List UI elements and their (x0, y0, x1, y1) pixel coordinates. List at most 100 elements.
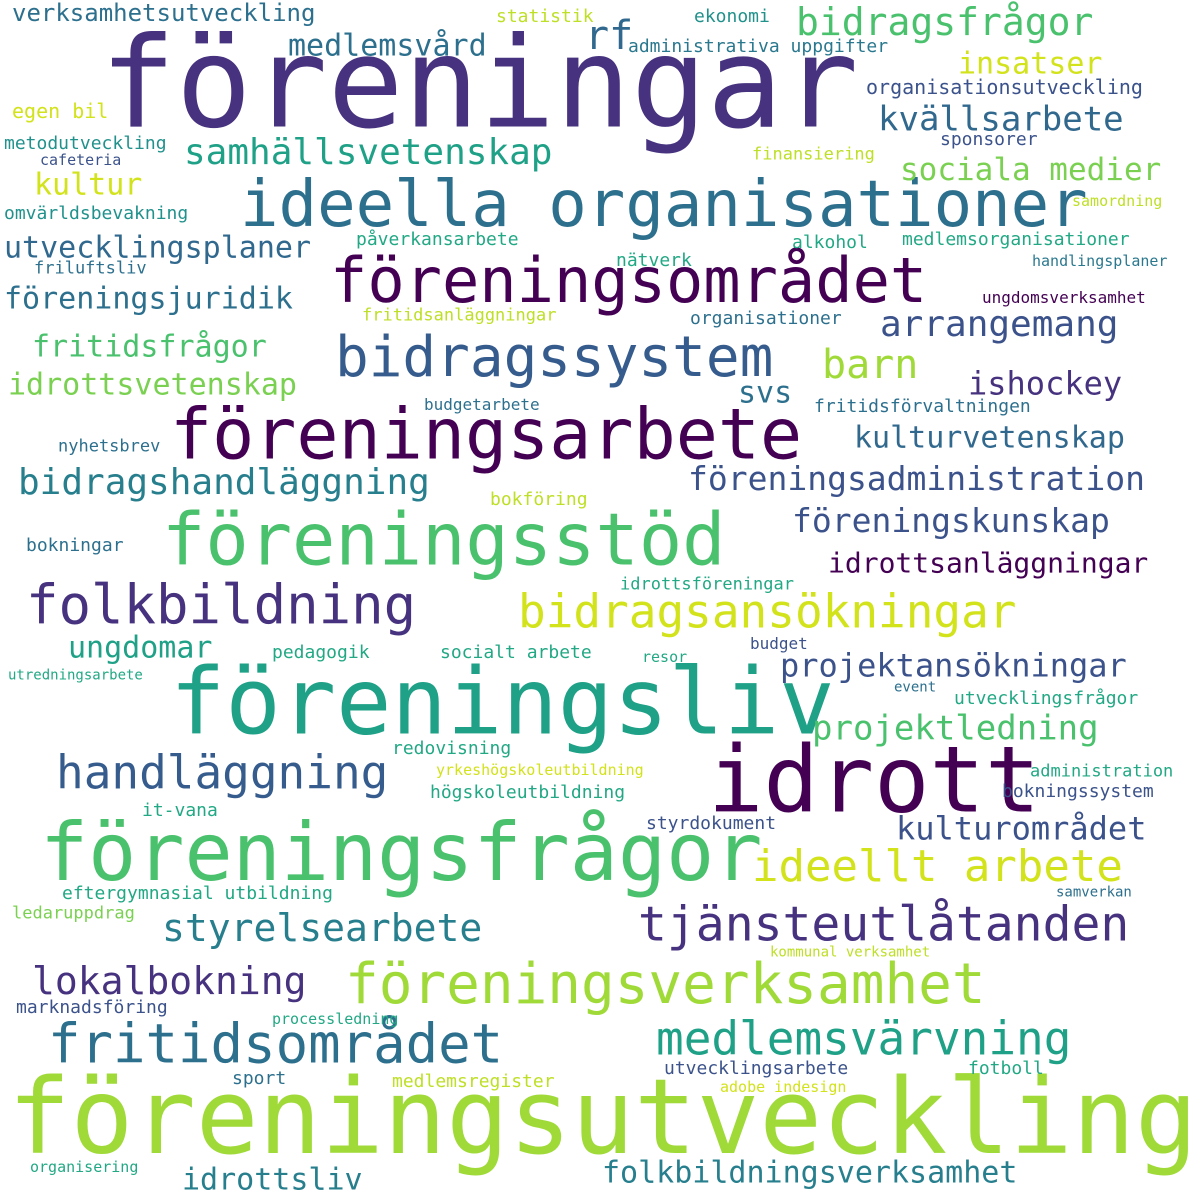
word: fotboll (968, 1058, 1044, 1080)
word: idrottsföreningar (620, 574, 794, 595)
word: utvecklingsarbete (664, 1058, 849, 1080)
word: idrottsanläggningar (828, 546, 1149, 580)
word: utredningsarbete (8, 667, 143, 684)
word: nyhetsbrev (58, 436, 161, 457)
word: nätverk (616, 250, 692, 272)
word: organisering (30, 1157, 139, 1176)
word: samverkan (1056, 884, 1132, 901)
word: samhällsvetenskap (184, 132, 553, 174)
word: barn (822, 342, 919, 388)
word: kvällsarbete (878, 99, 1124, 140)
word: statistik (496, 6, 594, 28)
word: yrkeshögskoleutbildning (436, 760, 644, 779)
word: projektledning (812, 708, 1099, 749)
word: medlemsregister (392, 1071, 555, 1093)
word: ishockey (968, 364, 1123, 403)
word: folkbildning (26, 573, 417, 637)
word: fritidsfrågor (32, 329, 267, 365)
word: it-vana (142, 800, 218, 822)
word: fritidsförvaltningen (814, 396, 1031, 418)
word: styrelsearbete (162, 906, 483, 951)
word: bidragsfrågor (796, 0, 1094, 45)
word: föreningsområdet (330, 243, 928, 317)
word: adobe indesign (720, 1077, 847, 1096)
word: budget (750, 634, 808, 654)
word: kultur (34, 167, 143, 203)
word: event (894, 679, 937, 696)
word: föreningsfrågor (40, 806, 763, 899)
word: styrdokument (646, 813, 777, 835)
word: bidragshandläggning (18, 462, 430, 504)
word: ekonomi (694, 6, 770, 28)
word: handlingsplaner (1032, 251, 1168, 270)
word: kulturvetenskap (854, 420, 1125, 456)
word: egen bil (12, 99, 109, 123)
word: alkohol (792, 232, 868, 254)
word: handläggning (56, 745, 389, 800)
word: utvecklingsfrågor (954, 688, 1139, 710)
word: sponsorer (940, 129, 1038, 151)
word: kommunal verksamhet (770, 944, 931, 961)
word: bokföring (490, 489, 588, 511)
word: tjänsteutlåtanden (638, 896, 1130, 953)
word: lokalbokning (32, 959, 307, 1004)
word: ungdomar (68, 630, 213, 666)
word: utvecklingsplaner (4, 230, 312, 266)
word: folkbildningsverksamhet (602, 1155, 1018, 1191)
word: omvärldsbevakning (4, 203, 189, 225)
word: högskoleutbildning (430, 782, 626, 804)
word: föreningar (100, 9, 859, 157)
word: föreningsarbete (170, 393, 803, 476)
word: ledaruppdrag (12, 903, 135, 924)
word: påverkansarbete (356, 229, 519, 251)
word: föreningsadministration (688, 458, 1145, 498)
word: sociala medier (900, 151, 1162, 188)
word: föreningsverksamhet (345, 952, 986, 1018)
word: eftergymnasial utbildning (62, 883, 333, 905)
word: ideellt arbete (752, 840, 1123, 892)
word: ideella organisationer (240, 167, 1088, 242)
word: bokningssystem (1002, 781, 1154, 803)
word: bidragssystem (335, 325, 774, 391)
word: idrottsliv (182, 1162, 363, 1198)
word: bokningar (26, 535, 124, 557)
word: föreningsstöd (162, 497, 726, 582)
word: redovisning (392, 738, 512, 760)
word: ungdomsverksamhet (982, 288, 1146, 308)
word: sport (232, 1068, 287, 1090)
word: fritidsanläggningar (362, 305, 557, 326)
word: cafeteria (40, 150, 122, 169)
word: svs (738, 375, 793, 411)
word: medlemsorganisationer (902, 229, 1130, 251)
word: samordning (1072, 191, 1163, 210)
word: metodutveckling (4, 133, 167, 155)
word: föreningskunskap (792, 500, 1110, 540)
word: budgetarbete (424, 395, 540, 415)
word: arrangemang (880, 304, 1119, 346)
word: fritidsområdet (48, 1012, 504, 1076)
word: bidragsansökningar (518, 584, 1017, 639)
word: resor (642, 647, 688, 666)
word: finansiering (752, 144, 875, 165)
word: medlemsvärvning (656, 1011, 1072, 1066)
word: idrottsvetenskap (8, 367, 297, 403)
word: socialt arbete (440, 642, 592, 664)
word: föreningsliv (170, 648, 835, 756)
word: organisationer (690, 308, 842, 330)
word: medlemsvård (288, 28, 487, 64)
word: pedagogik (272, 642, 370, 664)
word: verksamhetsutveckling (12, 0, 316, 27)
word: friluftsliv (34, 258, 147, 279)
word: processledning (272, 1009, 399, 1028)
word: organisationsutveckling (866, 75, 1143, 99)
word: föreningsutveckling (8, 1055, 1198, 1178)
word: kulturområdet (896, 809, 1147, 848)
word: administrativa uppgifter (628, 36, 889, 58)
word: administration (1030, 761, 1174, 782)
word: rf (585, 13, 634, 59)
word: marknadsföring (16, 997, 168, 1019)
word: föreningsjuridik (4, 281, 293, 317)
word: idrott (708, 726, 1041, 834)
word: projektansökningar (780, 646, 1127, 685)
